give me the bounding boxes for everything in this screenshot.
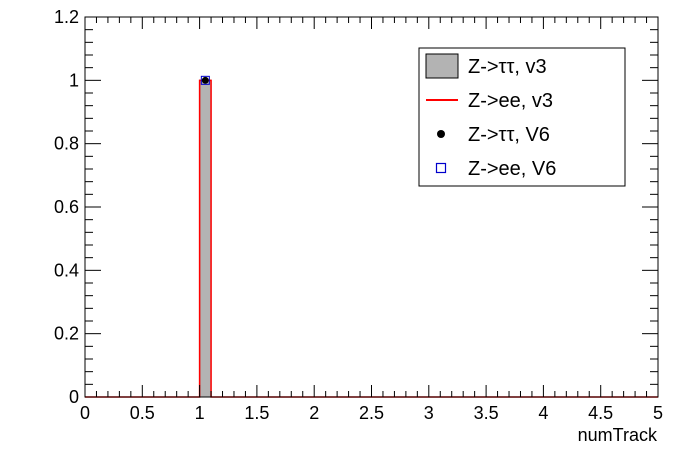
tautau-v3-bar-0 (199, 79, 212, 398)
legend-swatch-tautau-v6 (437, 130, 445, 138)
y-tick-label: 1.2 (54, 7, 79, 27)
y-tick-label: 0.6 (54, 197, 79, 217)
y-tick-label: 1 (69, 70, 79, 90)
x-tick-label: 1.5 (244, 403, 269, 423)
x-tick-label: 5 (653, 403, 663, 423)
y-tick-label: 0.8 (54, 134, 79, 154)
legend-label-0: Z->ττ, v3 (468, 56, 547, 78)
axes: 0 0.5 1 1.5 2 2.5 3 3.5 4 4.5 5 0 0.2 0.4 0.6 0.8 1 1.2 (54, 7, 663, 423)
x-tick-label: 0.5 (130, 403, 155, 423)
x-tick-label: 1 (195, 403, 205, 423)
x-tick-label: 3.5 (474, 403, 499, 423)
ee-v6-point-0 (200, 75, 210, 85)
y-tick-label: 0 (69, 387, 79, 407)
x-tick-label: 3 (424, 403, 434, 423)
x-axis-title: numTrack (578, 425, 658, 445)
y-tick-label: 0.2 (54, 324, 79, 344)
x-tick-label: 4 (538, 403, 548, 423)
y-tick-label: 0.4 (54, 260, 79, 280)
legend-swatch-ee-v6 (435, 162, 447, 174)
legend-swatch-tautau-v3 (425, 53, 459, 79)
legend-label-3: Z->ee, V6 (468, 158, 556, 180)
x-tick-label: 0 (80, 403, 90, 423)
x-tick-label: 2 (309, 403, 319, 423)
tautau-v6-point-0 (201, 76, 209, 84)
x-tick-label: 4.5 (588, 403, 613, 423)
legend: Z->ττ, v3 Z->ee, v3 Z->ττ, V6 Z->ee, V6 (418, 47, 626, 187)
legend-label-1: Z->ee, v3 (468, 90, 553, 112)
x-tick-label: 2.5 (359, 403, 384, 423)
legend-label-2: Z->ττ, V6 (468, 124, 550, 146)
